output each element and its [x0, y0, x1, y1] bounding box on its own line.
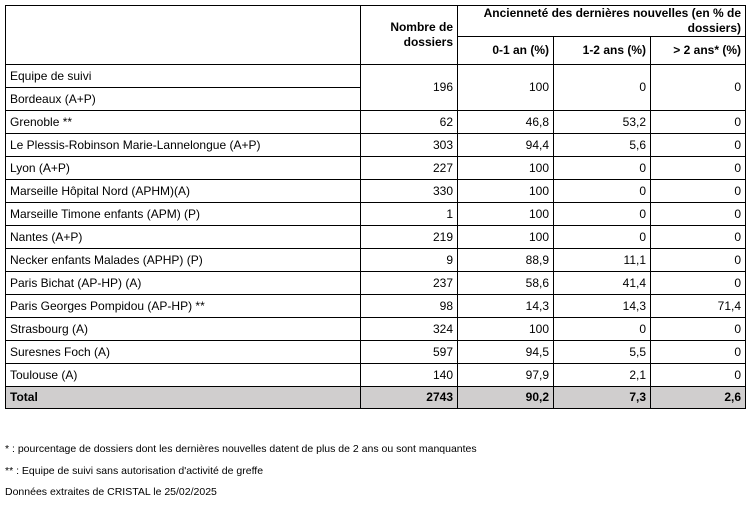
cell: 14,3: [457, 294, 554, 318]
cell: 100: [457, 317, 554, 341]
cell: 58,6: [457, 271, 554, 295]
cell: 0: [650, 202, 746, 226]
row-label: Bordeaux (A+P): [5, 87, 361, 111]
row-label: Necker enfants Malades (APHP) (P): [5, 248, 361, 272]
cell: 100: [457, 202, 554, 226]
cell: 0: [650, 156, 746, 180]
data-table: Nombre de dossiers Ancienneté des derniè…: [5, 5, 746, 409]
total-cell: 2,6: [650, 386, 746, 409]
footnote: ** : Equipe de suivi sans autorisation d…: [5, 464, 264, 477]
table-row: Necker enfants Malades (APHP) (P) 9 88,9 11…: [5, 248, 746, 272]
cell: 597: [360, 340, 458, 364]
cell: 1: [360, 202, 458, 226]
footnote: Données extraites de CRISTAL le 25/02/20…: [5, 486, 217, 498]
table-row: Toulouse (A) 140 97,9 2,1 0: [5, 363, 746, 387]
cell: 0: [650, 363, 746, 387]
cell: 100: [457, 225, 554, 249]
row-label: Suresnes Foch (A): [5, 340, 361, 364]
cell: 237: [360, 271, 458, 295]
cell: 46,8: [457, 110, 554, 134]
cell: 0: [650, 271, 746, 295]
cell: 140: [360, 363, 458, 387]
cell: 0: [553, 64, 651, 111]
cell: 227: [360, 156, 458, 180]
cell: 11,1: [553, 248, 651, 272]
group-header: Ancienneté des dernières nouvelles (en %…: [457, 5, 746, 37]
cell: 71,4: [650, 294, 746, 318]
cell: 100: [457, 179, 554, 203]
cell: 0: [553, 179, 651, 203]
cell: 0: [650, 133, 746, 157]
row-label: Grenoble **: [5, 110, 361, 134]
table-row: Paris Bichat (AP-HP) (A) 237 58,6 41,4 0: [5, 271, 746, 295]
cell: 94,4: [457, 133, 554, 157]
cell: 0: [650, 179, 746, 203]
footnotes: * : pourcentage de dossiers dont les der…: [5, 440, 477, 505]
cell: 9: [360, 248, 458, 272]
table-row: Nantes (A+P) 219 100 0 0: [5, 225, 746, 249]
cell: 100: [457, 64, 554, 111]
row-label: Lyon (A+P): [5, 156, 361, 180]
cell: 324: [360, 317, 458, 341]
column-header: 0-1 an (%): [457, 36, 554, 65]
cell: 196: [360, 64, 458, 111]
cell: 0: [553, 317, 651, 341]
cell: 0: [650, 248, 746, 272]
row-label: Paris Bichat (AP-HP) (A): [5, 271, 361, 295]
cell: 98: [360, 294, 458, 318]
cell: 330: [360, 179, 458, 203]
cell: 0: [553, 202, 651, 226]
cell: 14,3: [553, 294, 651, 318]
table-row: Grenoble ** 62 46,8 53,2 0: [5, 110, 746, 134]
table-row: Equipe de suivi 196 100 0 0: [5, 64, 746, 111]
total-cell: 2743: [360, 386, 458, 409]
column-header: > 2 ans* (%): [650, 36, 746, 65]
cell: 219: [360, 225, 458, 249]
cell: 0: [650, 225, 746, 249]
cell: 88,9: [457, 248, 554, 272]
total-row: Total 2743 90,2 7,3 2,6: [5, 386, 746, 409]
row-label: Toulouse (A): [5, 363, 361, 387]
cell: 0: [650, 110, 746, 134]
cell: 94,5: [457, 340, 554, 364]
table-row: Paris Georges Pompidou (AP-HP) ** 98 14,3 1…: [5, 294, 746, 318]
column-header: 1-2 ans (%): [553, 36, 651, 65]
cell: 0: [553, 156, 651, 180]
cell: 0: [650, 64, 746, 111]
row-label: Marseille Timone enfants (APM) (P): [5, 202, 361, 226]
cell: 0: [650, 317, 746, 341]
table-row: Suresnes Foch (A) 597 94,5 5,5 0: [5, 340, 746, 364]
column-header: Nombre de dossiers: [360, 5, 458, 65]
table-body: Equipe de suivi 196 100 0 0 Bordeaux (A+P) Gre…: [5, 64, 746, 409]
table-row: Strasbourg (A) 324 100 0 0: [5, 317, 746, 341]
row-label: Strasbourg (A): [5, 317, 361, 341]
cell: 97,9: [457, 363, 554, 387]
cell: 41,4: [553, 271, 651, 295]
total-label: Total: [5, 386, 361, 409]
row-label: Nantes (A+P): [5, 225, 361, 249]
cell: 5,5: [553, 340, 651, 364]
table-row: Le Plessis-Robinson Marie-Lannelongue (A…: [5, 133, 746, 157]
cell: 5,6: [553, 133, 651, 157]
cell: 100: [457, 156, 554, 180]
cell: 0: [650, 340, 746, 364]
table-row: Marseille Timone enfants (APM) (P) 1 100 0 0: [5, 202, 746, 226]
total-cell: 90,2: [457, 386, 554, 409]
row-label: Le Plessis-Robinson Marie-Lannelongue (A…: [5, 133, 361, 157]
row-label: Marseille Hôpital Nord (APHM)(A): [5, 179, 361, 203]
cell: 303: [360, 133, 458, 157]
cell: 2,1: [553, 363, 651, 387]
total-cell: 7,3: [553, 386, 651, 409]
footnote: * : pourcentage de dossiers dont les der…: [5, 443, 477, 455]
table-row: Lyon (A+P) 227 100 0 0: [5, 156, 746, 180]
corner-cell: [5, 5, 361, 65]
table-row: Bordeaux (A+P): [5, 87, 746, 111]
cell: 62: [360, 110, 458, 134]
group-label: Equipe de suivi: [5, 64, 361, 88]
row-label: Paris Georges Pompidou (AP-HP) **: [5, 294, 361, 318]
cell: 0: [553, 225, 651, 249]
table-row: Marseille Hôpital Nord (APHM)(A) 330 100 0 0: [5, 179, 746, 203]
cell: 53,2: [553, 110, 651, 134]
